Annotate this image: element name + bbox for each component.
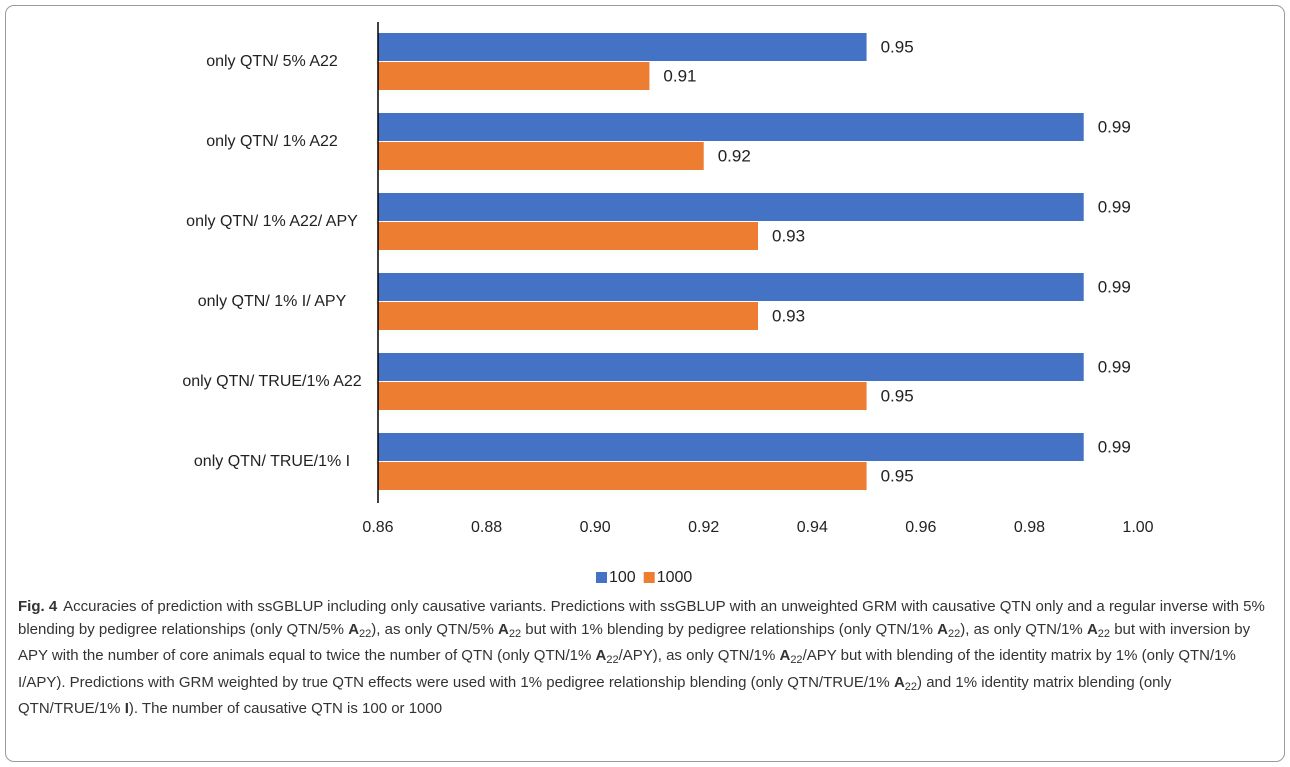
y-tick-label: only QTN/ 1% I/ APY <box>198 293 347 310</box>
caption-text: 22 <box>904 680 918 693</box>
caption-text: 22 <box>790 654 803 666</box>
caption-text: A <box>595 647 607 664</box>
caption-text: 22 <box>1097 627 1111 640</box>
caption-text: ) and 1% identity matrix blending (only … <box>18 673 1172 718</box>
value-label: 0.93 <box>772 306 805 325</box>
figure-frame <box>5 5 1285 762</box>
caption-text: A <box>937 620 948 638</box>
chart: 0.86 0.88 0.90 0.92 0.94 0.96 0.98 1.00 only QTN… <box>182 22 1154 586</box>
caption-text: A <box>348 620 360 638</box>
caption-text: 22 <box>606 654 619 666</box>
value-label: 0.95 <box>881 466 914 485</box>
bar <box>378 33 867 61</box>
value-label: 0.95 <box>881 37 914 56</box>
y-tick-label: only QTN/ TRUE/1% I <box>194 453 350 470</box>
caption-text: A <box>893 673 905 691</box>
bar <box>378 353 1084 381</box>
caption-text: ). The number of causative QTN is 100 or… <box>128 700 443 717</box>
bar <box>378 302 758 330</box>
legend-swatch <box>596 572 607 583</box>
x-tick-label: 0.86 <box>362 519 393 536</box>
x-tick-label: 0.94 <box>797 519 828 536</box>
caption-text: A <box>497 620 509 638</box>
x-tick-label: 0.92 <box>688 519 719 536</box>
y-tick-label: only QTN/ TRUE/1% A22 <box>182 373 361 390</box>
value-label: 0.92 <box>718 146 751 165</box>
value-label: 0.95 <box>881 386 914 405</box>
caption-text: I <box>124 700 129 717</box>
bar <box>378 142 704 170</box>
x-tick-label: 0.96 <box>905 519 936 536</box>
value-label: 0.99 <box>1098 437 1131 456</box>
legend-label: 1000 <box>657 569 693 586</box>
bar <box>378 382 867 410</box>
caption-text: 22 <box>947 627 961 640</box>
bar <box>378 462 867 490</box>
caption-text: /APY but with blending of the identity m… <box>18 647 1236 691</box>
y-tick-label: only QTN/ 1% A22/ APY <box>186 213 358 230</box>
caption-text: but with 1% blending by pedigree relatio… <box>521 620 938 638</box>
bar <box>378 62 650 90</box>
caption-text: /APY), as only QTN/1% <box>618 647 780 664</box>
caption-text: Accuracies of prediction with ssGBLUP in… <box>18 598 1265 638</box>
x-tick-label: 0.90 <box>580 519 611 536</box>
caption-label: Fig. 4 <box>18 598 58 615</box>
value-label: 0.99 <box>1098 117 1131 136</box>
caption-text: ), as only QTN/5% <box>371 620 498 638</box>
x-tick-label: 0.98 <box>1014 519 1045 536</box>
value-label: 0.91 <box>663 66 696 85</box>
caption-text: A <box>1086 620 1098 638</box>
value-label: 0.99 <box>1098 357 1131 376</box>
value-label: 0.93 <box>772 226 805 245</box>
bar <box>378 273 1084 301</box>
caption-text: 22 <box>508 627 522 640</box>
caption-text: 22 <box>359 627 372 640</box>
y-tick-label: only QTN/ 5% A22 <box>206 53 338 70</box>
bar <box>378 222 758 250</box>
bar <box>378 113 1084 141</box>
y-tick-label: only QTN/ 1% A22 <box>206 133 338 150</box>
bar <box>378 193 1084 221</box>
caption: Fig. 4 Accuracies of prediction with ssGB… <box>18 596 1276 721</box>
caption-text: ), as only QTN/1% <box>960 620 1087 638</box>
value-label: 0.99 <box>1098 277 1131 296</box>
caption-text: A <box>779 647 791 664</box>
legend-swatch <box>643 572 655 583</box>
legend-label: 100 <box>609 569 636 586</box>
x-tick-label: 0.88 <box>471 519 502 536</box>
x-tick-label: 1.00 <box>1122 519 1153 536</box>
value-label: 0.99 <box>1098 197 1131 216</box>
caption-text: but with inversion by APY with the numbe… <box>18 620 1251 665</box>
bar <box>378 433 1084 461</box>
